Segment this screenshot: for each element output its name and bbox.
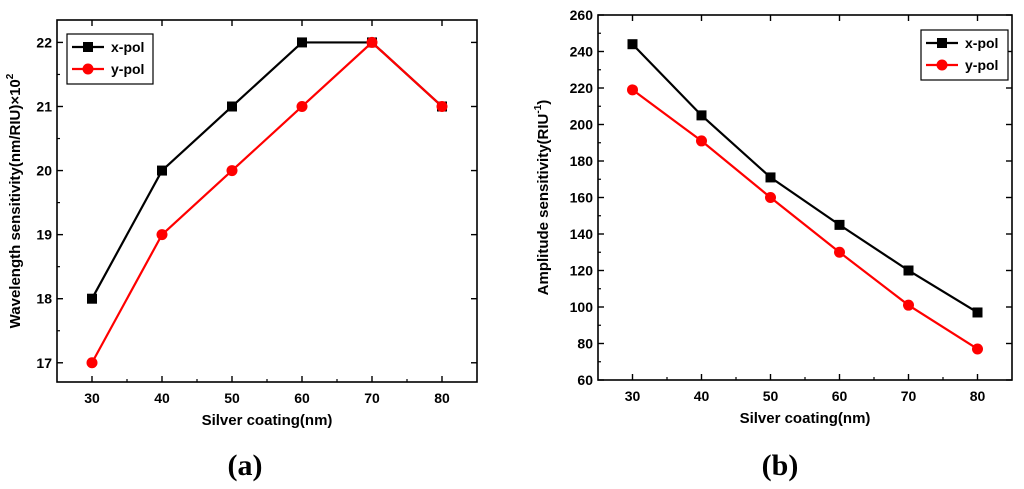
series-y-pol xyxy=(627,84,983,355)
series-line xyxy=(91,40,443,364)
series-x-pol xyxy=(627,39,983,318)
caption-paren-close: ) xyxy=(788,449,798,482)
series-y-pol xyxy=(86,36,448,369)
x-tick-label: 70 xyxy=(364,390,380,406)
y-tick-label: 18 xyxy=(36,291,52,307)
series-line xyxy=(631,88,979,350)
data-point-square xyxy=(87,293,97,304)
x-tick-label: 40 xyxy=(154,390,170,406)
y-axis-label-superscript: 2 xyxy=(5,73,16,79)
data-point-circle xyxy=(156,229,168,241)
y-tick-label: 140 xyxy=(570,226,594,242)
data-point-square xyxy=(903,265,914,276)
y-tick-label: 17 xyxy=(36,355,52,371)
x-tick-label: 50 xyxy=(763,388,779,404)
data-point-circle xyxy=(226,165,238,177)
y-tick-label: 20 xyxy=(36,163,52,179)
legend-marker-circle xyxy=(82,63,94,75)
data-point-circle xyxy=(972,343,983,355)
x-axis-label: Silver coating(nm) xyxy=(202,412,333,429)
legend-marker-circle xyxy=(936,59,948,71)
caption-paren-close: ) xyxy=(253,449,263,482)
data-point-square xyxy=(834,219,845,230)
data-point-square xyxy=(765,172,776,183)
data-point-square xyxy=(227,101,237,112)
y-tick-label: 120 xyxy=(570,263,594,279)
panel-a: 30 40 50 60 70 80 17 18 19 20 21 22 Silver coating(n… xyxy=(5,19,478,482)
y-tick-label: 21 xyxy=(36,98,52,114)
legend: x-pol y-pol xyxy=(920,29,1009,81)
x-tick-label: 70 xyxy=(901,388,917,404)
data-point-circle xyxy=(86,357,98,369)
data-point-square xyxy=(696,110,707,121)
caption-paren-open: ( xyxy=(228,449,238,482)
legend-label: x-pol xyxy=(965,35,998,51)
data-point-square xyxy=(297,37,307,48)
y-tick-label: 100 xyxy=(570,299,594,315)
data-point-square xyxy=(157,165,167,176)
caption-letter: b xyxy=(772,449,789,482)
y-tick-label: 260 xyxy=(570,7,594,23)
y-tick-label: 19 xyxy=(36,227,52,243)
data-point-circle xyxy=(696,135,707,147)
panel-caption: (b) xyxy=(762,449,799,482)
y-tick-label: 22 xyxy=(36,34,52,50)
y-tick-label: 240 xyxy=(570,44,594,60)
y-tick-label: 160 xyxy=(570,190,594,206)
legend-box xyxy=(66,33,154,85)
panel-caption: (a) xyxy=(228,449,263,482)
data-point-square xyxy=(972,307,983,318)
data-point-square xyxy=(627,39,638,50)
y-axis-label-suffix: ) xyxy=(535,100,552,105)
y-tick-label: 200 xyxy=(570,117,594,133)
y-axis-label-superscript: -1 xyxy=(533,104,544,113)
y-axis-label: Amplitude sensitivity(RIU-1) xyxy=(533,100,552,296)
series-line xyxy=(631,43,979,314)
data-point-circle xyxy=(436,100,448,112)
data-point-circle xyxy=(296,100,308,112)
data-point-circle xyxy=(903,299,914,311)
legend-marker-square xyxy=(937,38,947,48)
x-tick-label: 40 xyxy=(694,388,710,404)
data-point-circle xyxy=(366,36,378,48)
y-axis-label-main: Wavelength sensitivity(nm/RIU)×10 xyxy=(7,79,24,328)
legend-label: x-pol xyxy=(111,39,144,55)
y-tick-label: 220 xyxy=(570,80,594,96)
y-tick-label: 80 xyxy=(577,336,593,352)
legend-marker-square xyxy=(83,42,93,52)
data-point-circle xyxy=(765,192,776,203)
panel-b: 30 40 50 60 70 80 60 80 100 120 140 160 180 200 220 240… xyxy=(533,7,1013,482)
x-tick-label: 60 xyxy=(294,390,310,406)
data-point-circle xyxy=(627,84,638,96)
y-axis-label-main: Amplitude sensitivity(RIU xyxy=(535,114,552,296)
caption-paren-open: ( xyxy=(762,449,772,482)
legend: x-pol y-pol xyxy=(66,33,154,85)
x-tick-label: 80 xyxy=(970,388,986,404)
caption-letter: a xyxy=(238,449,253,482)
x-tick-label: 60 xyxy=(832,388,848,404)
x-axis-label: Silver coating(nm) xyxy=(740,410,871,427)
legend-label: y-pol xyxy=(965,57,998,73)
legend-box xyxy=(920,29,1009,81)
data-point-circle xyxy=(834,246,845,258)
x-tick-label: 30 xyxy=(84,390,100,406)
y-axis-label: Wavelength sensitivity(nm/RIU)×102 xyxy=(5,73,24,328)
legend-label: y-pol xyxy=(111,61,144,77)
x-tick-label: 30 xyxy=(625,388,641,404)
y-tick-label: 180 xyxy=(570,153,594,169)
x-tick-label: 80 xyxy=(434,390,450,406)
x-tick-label: 50 xyxy=(224,390,240,406)
y-tick-label: 60 xyxy=(577,372,593,388)
